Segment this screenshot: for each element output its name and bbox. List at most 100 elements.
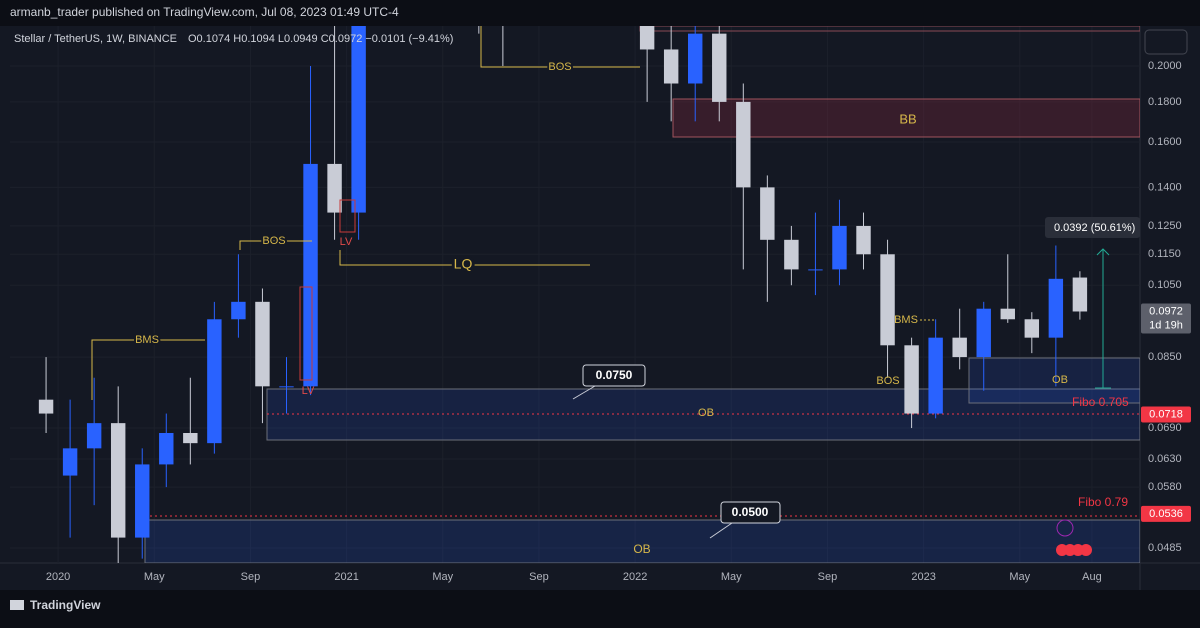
y-tick-label: 0.1600 (1148, 136, 1182, 148)
label: LV (340, 236, 353, 248)
x-tick-label: 2023 (911, 571, 935, 583)
candle-body (1024, 319, 1040, 338)
candle-body (135, 464, 150, 538)
chart-area (0, 26, 1200, 590)
footer: TradingView (30, 598, 101, 612)
candle-body (183, 432, 198, 444)
label: BMS (135, 334, 159, 346)
label: OB (1052, 374, 1068, 386)
y-tick-label: 0.0850 (1148, 351, 1182, 363)
candle-body (159, 432, 174, 465)
candle-body (1048, 278, 1064, 338)
candle-body (736, 101, 751, 188)
label: OB (633, 542, 650, 556)
candle-body (760, 187, 775, 240)
x-tick-label: 2021 (334, 571, 358, 583)
bb-zone (672, 98, 1140, 138)
label: 0.0500 (732, 505, 769, 519)
callout-pointer (709, 522, 733, 539)
event-icon[interactable] (1080, 544, 1092, 556)
bos-line (239, 240, 312, 250)
bms-line (91, 339, 205, 400)
countdown: 1d 19h (1149, 319, 1183, 331)
x-tick-label: Sep (241, 571, 261, 583)
label: LQ (454, 256, 473, 272)
lv-box (339, 199, 356, 233)
candle-body (38, 399, 54, 414)
candle-body (207, 319, 222, 444)
candle-body (327, 163, 342, 213)
event-icon[interactable] (1056, 519, 1074, 537)
candle-body (1000, 308, 1015, 320)
candle-body (279, 386, 294, 388)
callout (720, 501, 781, 524)
x-tick-label: May (1009, 571, 1030, 583)
settings-button[interactable] (1144, 29, 1188, 55)
publisher: armanb_trader published on TradingView.c… (10, 5, 399, 19)
annotations: BOS BB BOS LV LQ BMS LV OB 0.0750 OB 0.0… (91, 26, 1188, 556)
candle-body (231, 301, 246, 320)
ob-zone (144, 519, 1140, 563)
y-tick-label: 0.1250 (1148, 220, 1182, 232)
y-tick-label: 0.2000 (1148, 60, 1182, 72)
x-tick-label: Sep (529, 571, 549, 583)
candle-body (663, 49, 679, 84)
label: Fibo 0.79 (1078, 495, 1128, 509)
candle-body (255, 301, 270, 387)
y-tick-label: 0.0690 (1148, 422, 1182, 434)
y-tick-label: 0.0580 (1148, 481, 1182, 493)
lv-box (299, 286, 313, 381)
price-badge (1141, 406, 1191, 423)
y-tick-label: 0.0485 (1148, 542, 1182, 554)
price-badge (1141, 505, 1191, 522)
price-badge-label: 0.0972 (1149, 305, 1183, 317)
candle-body (639, 26, 655, 50)
candle-body (904, 345, 919, 414)
y-tick-label: 0.1400 (1148, 181, 1182, 193)
candle-body (351, 26, 366, 213)
x-tick-label: May (721, 571, 742, 583)
lq-line (339, 250, 590, 266)
x-tick-label: Sep (818, 571, 838, 583)
candle-body (110, 423, 126, 538)
x-tick-label: May (144, 571, 165, 583)
candle-body (303, 163, 318, 387)
price-badge-label: 0.0536 (1149, 508, 1183, 520)
label: BMS (894, 314, 918, 326)
candle-body (62, 448, 78, 476)
candle-body (928, 337, 943, 414)
label: BOS (548, 61, 571, 73)
candle-body (856, 225, 871, 255)
callout (582, 364, 646, 387)
ob-zone (968, 357, 1140, 404)
y-tick-label: 0.1800 (1148, 96, 1182, 108)
x-tick-label: 2022 (623, 571, 647, 583)
label: Fibo 0.705 (1072, 395, 1129, 409)
x-tick-label: 2020 (46, 571, 70, 583)
candle-body (1072, 277, 1088, 312)
candle-body (952, 337, 967, 358)
label: BOS (262, 235, 285, 247)
logo (10, 600, 24, 610)
candle-body (808, 269, 823, 271)
candle-body (880, 254, 895, 346)
callout-pointer (572, 385, 596, 400)
y-tick-label: 0.0630 (1148, 453, 1182, 465)
candle-body (832, 225, 847, 270)
x-tick-label: Aug (1082, 571, 1102, 583)
candle-body (86, 423, 102, 449)
ohlc: O0.1074 H0.1094 L0.0949 C0.0972 −0.0101 … (188, 33, 453, 45)
measure-box (1045, 217, 1140, 238)
x-tick-label: May (432, 571, 453, 583)
label: OB (698, 407, 714, 419)
label: 0.0750 (596, 368, 633, 382)
label: LV (302, 385, 315, 397)
measure-arrow (1096, 248, 1110, 256)
symbol: Stellar / TetherUS, 1W, BINANCE (14, 33, 177, 45)
label: BOS (876, 375, 899, 387)
candle-body (712, 33, 727, 102)
bos-line (480, 26, 640, 68)
price-badge-label: 0.0718 (1149, 408, 1183, 420)
